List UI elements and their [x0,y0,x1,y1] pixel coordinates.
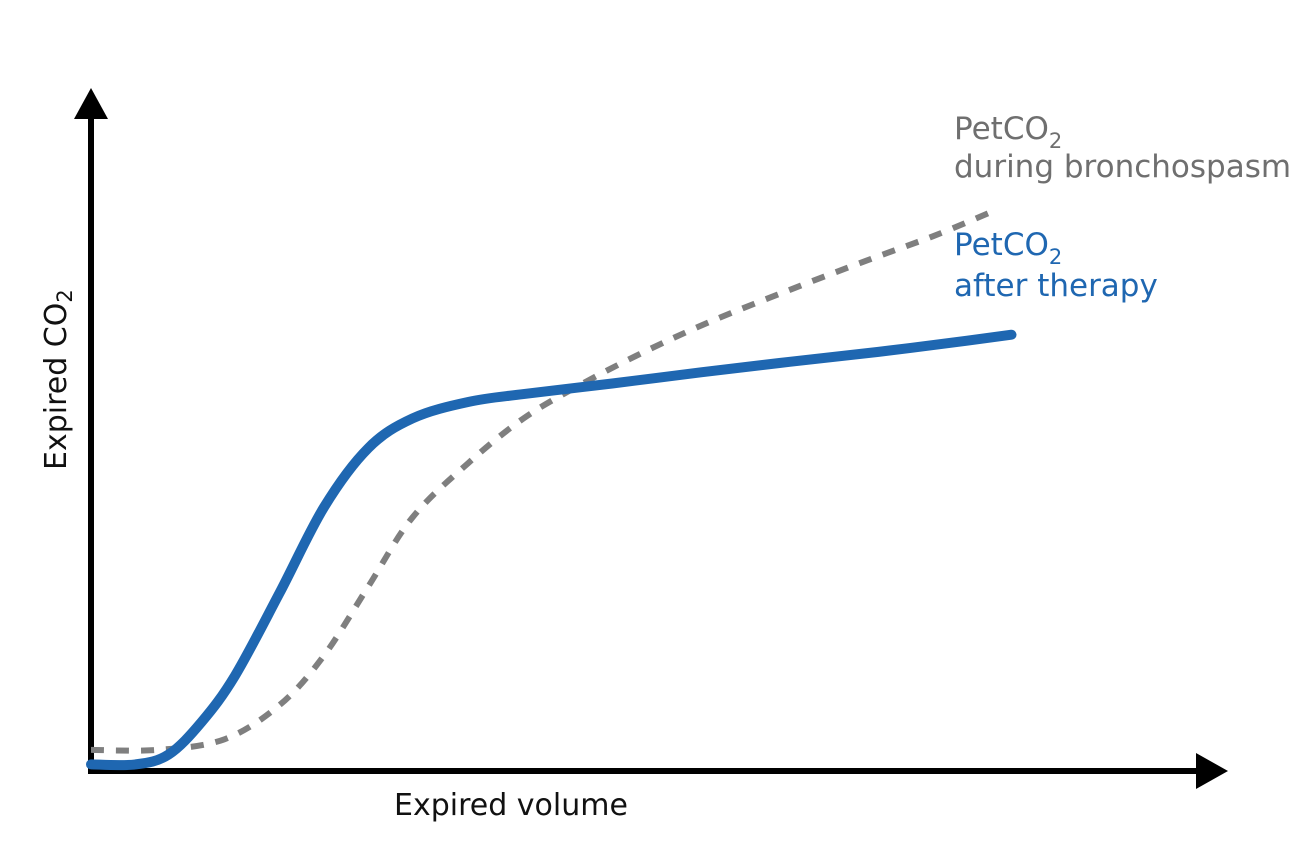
series-label-bronchospasm: PetCO2 during bronchospasm [954,111,1291,185]
x-axis-arrowhead [1196,753,1228,789]
axes [74,88,1228,789]
x-axis-label: Expired volume [394,788,628,823]
series-line-bronchospasm [90,210,991,754]
series-label-bronchospasm-line2: during bronchospasm [954,149,1291,185]
series-label-after-therapy: PetCO2 after therapy [954,227,1158,304]
series-layer [86,210,1017,771]
series-label-after-therapy-line1: PetCO2 [954,227,1062,269]
y-axis-label: Expired CO2 [39,289,77,470]
y-axis-arrowhead [74,88,108,119]
series-line-after-therapy [86,329,1017,771]
series-label-bronchospasm-line1: PetCO2 [954,111,1062,153]
series-label-after-therapy-line2: after therapy [954,268,1158,304]
